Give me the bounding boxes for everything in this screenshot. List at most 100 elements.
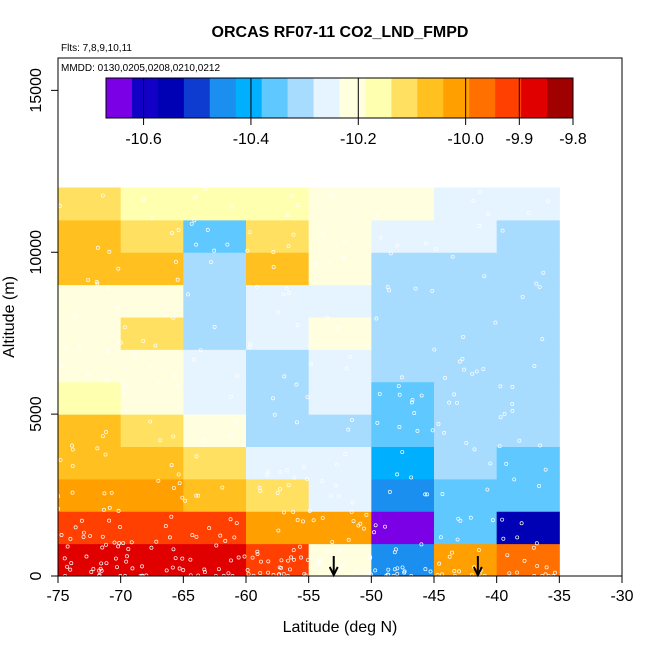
heatmap-cell <box>246 252 310 286</box>
sample-point <box>84 554 89 559</box>
heatmap-cell <box>58 187 122 221</box>
sample-point <box>194 454 199 459</box>
sample-point <box>423 567 428 572</box>
sample-point <box>311 518 316 523</box>
sample-point <box>144 573 149 578</box>
sample-point <box>163 524 168 529</box>
sample-point <box>223 538 228 543</box>
sample-point <box>233 419 238 424</box>
sample-point <box>423 241 428 246</box>
sample-point <box>351 519 356 524</box>
sample-point <box>201 438 206 443</box>
x-axis-label: Latitude (deg N) <box>283 619 398 636</box>
heatmap-cell <box>371 349 435 383</box>
colorbar-segment <box>365 78 392 118</box>
colorbar-segment <box>339 78 366 118</box>
heatmap-cells <box>58 187 560 577</box>
heatmap-cell <box>183 543 247 577</box>
sample-point <box>86 277 90 282</box>
sample-point <box>115 305 120 310</box>
heatmap-cell <box>246 446 310 480</box>
sample-point <box>104 561 109 566</box>
sample-point <box>301 465 306 470</box>
sample-point <box>538 443 543 448</box>
sample-point <box>176 472 181 477</box>
sample-point <box>65 564 70 569</box>
colorbar-segment <box>313 78 340 118</box>
colorbar-tick-label: -10.6 <box>125 131 162 148</box>
sample-point <box>336 326 341 331</box>
sample-point <box>471 198 476 203</box>
heatmap-cell <box>183 219 247 253</box>
colorbar-segment <box>235 78 263 118</box>
heatmap-cell <box>246 317 310 350</box>
sample-point <box>220 485 225 490</box>
sample-point <box>373 523 378 528</box>
sample-point <box>228 517 233 522</box>
sample-point <box>236 555 241 560</box>
heatmap-cell <box>308 414 372 447</box>
sample-point <box>413 286 418 291</box>
sample-point <box>100 545 105 550</box>
x-tick-label: -40 <box>485 588 508 605</box>
sample-point <box>507 571 512 576</box>
heatmap-cell <box>371 381 435 415</box>
sample-point <box>400 565 405 570</box>
sample-point <box>285 213 290 218</box>
sample-point <box>58 457 63 462</box>
sample-point <box>326 261 331 266</box>
sample-point <box>247 230 252 235</box>
sample-point <box>180 495 185 500</box>
colorbar-segment <box>106 78 133 118</box>
heatmap-cell <box>434 446 498 480</box>
sample-point <box>194 534 199 539</box>
sample-point <box>167 535 172 540</box>
sample-point <box>79 518 84 523</box>
sample-point <box>435 573 440 577</box>
heatmap-cell <box>434 284 498 318</box>
sample-point <box>81 535 86 539</box>
heatmap-cell <box>496 252 560 286</box>
sample-point <box>464 441 469 445</box>
y-axis: 0 5000 10000 15000 <box>28 68 58 580</box>
sample-point <box>402 570 407 575</box>
arrow-head <box>328 566 339 578</box>
sample-point <box>124 559 129 564</box>
sample-point <box>510 408 515 413</box>
heatmap-cell <box>58 219 122 253</box>
colorbar-segment <box>209 78 237 118</box>
sample-point <box>400 450 405 454</box>
sample-point <box>519 521 524 526</box>
sample-point <box>286 558 291 563</box>
sample-point <box>275 491 280 495</box>
y-tick-label: 10000 <box>28 230 45 275</box>
sample-point <box>171 315 176 320</box>
heatmap-cell <box>246 187 310 221</box>
heatmap-cell <box>308 284 372 318</box>
sample-point <box>443 375 447 380</box>
sample-point <box>342 238 347 243</box>
sample-point <box>456 516 461 521</box>
sample-point <box>289 555 294 560</box>
x-tick-label: -30 <box>610 588 633 605</box>
sample-point <box>373 568 378 573</box>
sample-point <box>440 492 445 496</box>
sample-point <box>281 292 286 297</box>
sample-point <box>419 393 424 398</box>
heatmap-cell <box>183 446 247 480</box>
sample-point <box>291 548 296 553</box>
heatmap-cell <box>120 187 184 221</box>
heatmap-cell <box>120 414 184 447</box>
sample-point <box>216 567 221 572</box>
sample-point <box>286 483 291 488</box>
colorbar-segment <box>495 78 522 118</box>
sample-point <box>485 487 490 492</box>
heatmap-cell <box>308 219 372 253</box>
sample-point <box>307 508 312 513</box>
sample-point <box>362 570 367 575</box>
sample-point <box>298 544 303 549</box>
x-tick-label: -70 <box>109 588 132 605</box>
sample-point <box>428 569 433 574</box>
colorbar-segment <box>469 78 496 118</box>
heatmap-cell <box>246 543 310 577</box>
